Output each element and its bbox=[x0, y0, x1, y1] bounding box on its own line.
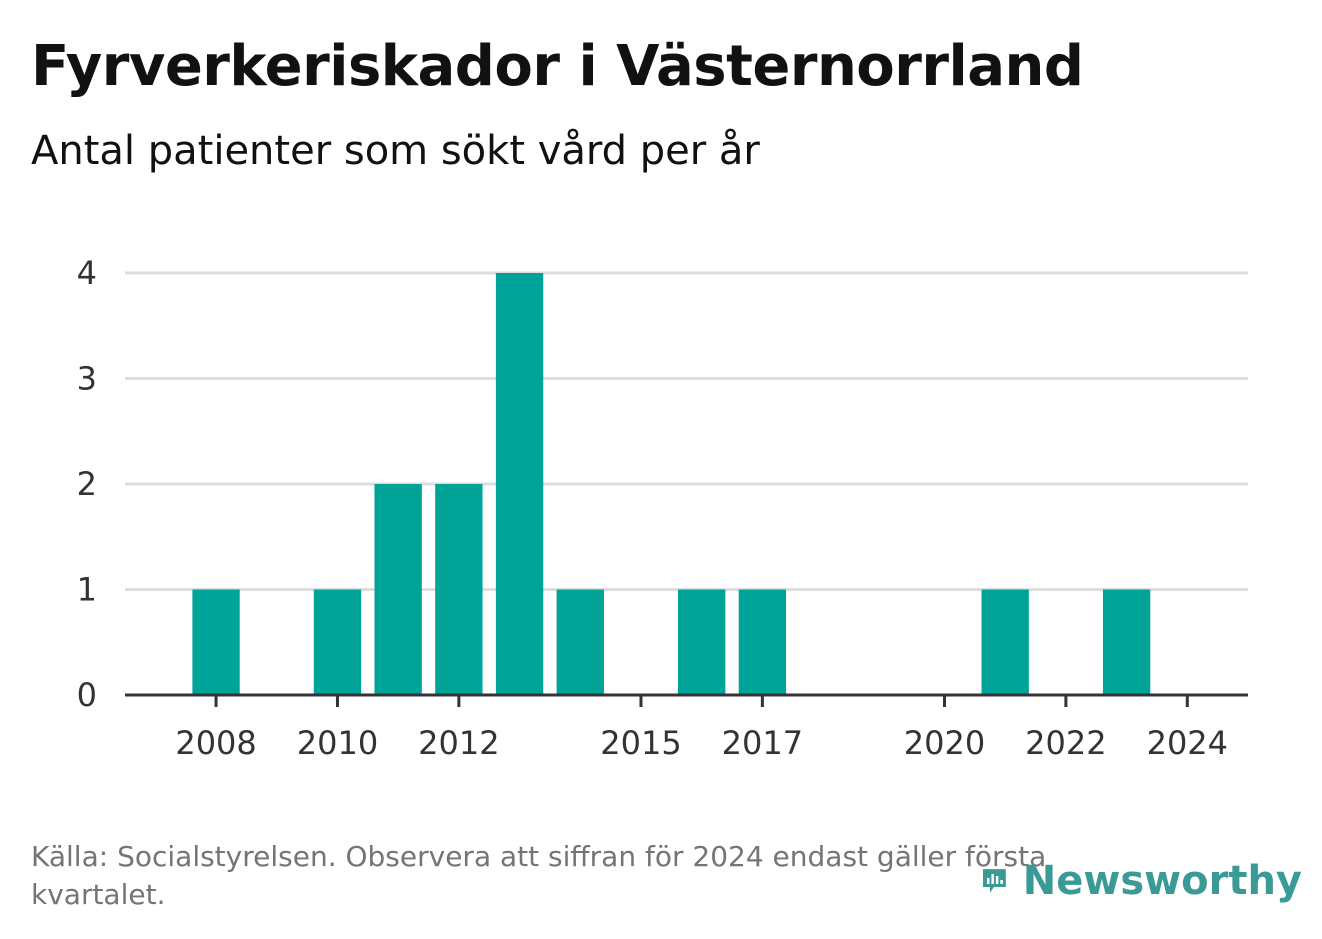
x-tick-label: 2020 bbox=[904, 724, 985, 762]
x-tick-label: 2024 bbox=[1147, 724, 1228, 762]
y-axis: 0 1 2 3 4 bbox=[77, 254, 97, 714]
x-axis: 2008 2010 2012 2015 2017 2020 2022 2024 bbox=[125, 693, 1248, 762]
y-tick-label: 2 bbox=[77, 465, 97, 503]
bar-2023 bbox=[1102, 589, 1151, 695]
y-tick-label: 0 bbox=[77, 676, 97, 714]
bar-2016 bbox=[678, 589, 726, 695]
newsworthy-logo-icon bbox=[982, 869, 1006, 893]
bar-chart: 2008 2010 2012 2015 2017 2020 2022 2024 0 1 2 3 4 bbox=[77, 254, 1248, 762]
x-tick-label: 2015 bbox=[600, 724, 681, 762]
bar-2012 bbox=[435, 484, 483, 695]
bar-2014 bbox=[556, 589, 604, 695]
newsworthy-logo-text: Newsworthy bbox=[1022, 858, 1302, 904]
grid-lines bbox=[125, 271, 1248, 591]
bar-2017 bbox=[738, 589, 787, 695]
x-tick-label: 2017 bbox=[722, 724, 803, 762]
bar-2008 bbox=[192, 589, 240, 695]
chart-subtitle: Antal patienter som sökt vård per år bbox=[31, 128, 760, 174]
bar-2013 bbox=[495, 273, 544, 695]
y-tick-label: 4 bbox=[77, 254, 97, 292]
x-tick-label: 2008 bbox=[175, 724, 256, 762]
bar-2021 bbox=[981, 589, 1029, 695]
newsworthy-logo: Newsworthy bbox=[982, 852, 1302, 910]
bar-2011 bbox=[374, 484, 422, 695]
y-tick-label: 3 bbox=[77, 360, 97, 398]
bar-series bbox=[192, 273, 1151, 695]
bar-2010 bbox=[313, 589, 362, 695]
x-tick-label: 2010 bbox=[297, 724, 378, 762]
y-tick-label: 1 bbox=[77, 571, 97, 609]
x-tick-label: 2022 bbox=[1025, 724, 1106, 762]
source-note: Källa: Socialstyrelsen. Observera att si… bbox=[31, 840, 1047, 911]
chart-title: Fyrverkeriskador i Västernorrland bbox=[31, 34, 1084, 99]
x-tick-label: 2012 bbox=[418, 724, 499, 762]
